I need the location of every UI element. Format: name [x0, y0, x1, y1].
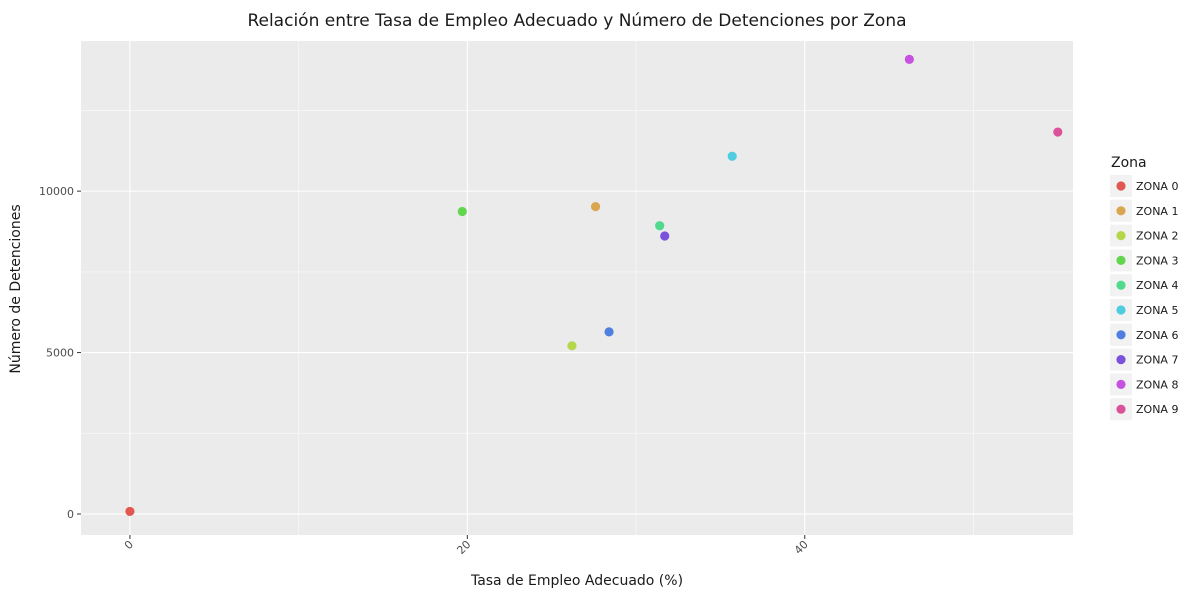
legend-key-point	[1116, 255, 1126, 265]
data-point-zona-9	[1053, 127, 1063, 137]
x-tick-label: 40	[792, 538, 811, 557]
legend-item: ZONA 3	[1110, 249, 1178, 272]
legend-title: Zona	[1111, 155, 1147, 171]
legend-label: ZONA 3	[1136, 254, 1178, 267]
data-point-zona-2	[567, 341, 577, 351]
x-tick-label: 0	[122, 538, 136, 552]
y-tick-label: 5000	[46, 347, 74, 360]
x-axis-label: Tasa de Empleo Adecuado (%)	[470, 573, 683, 589]
major-gridlines	[81, 41, 1073, 535]
legend-label: ZONA 0	[1136, 180, 1178, 193]
data-point-zona-5	[727, 151, 737, 161]
x-axis: 0 20 40	[122, 535, 811, 557]
legend-key-point	[1116, 404, 1126, 414]
legend-key-point	[1116, 330, 1126, 340]
legend-item: ZONA 9	[1110, 398, 1178, 421]
legend-label: ZONA 4	[1136, 279, 1178, 292]
y-tick-label: 10000	[39, 185, 74, 198]
legend-item: ZONA 1	[1110, 199, 1178, 222]
legend-item: ZONA 4	[1110, 274, 1178, 297]
data-point-zona-0	[125, 506, 135, 517]
legend-label: ZONA 9	[1136, 403, 1178, 416]
legend-item: ZONA 7	[1110, 348, 1178, 371]
chart-title: Relación entre Tasa de Empleo Adecuado y…	[247, 11, 906, 31]
legend-key-point	[1116, 231, 1126, 241]
legend-item: ZONA 8	[1110, 373, 1178, 396]
legend-item: ZONA 6	[1110, 323, 1178, 346]
data-point-zona-1	[590, 202, 601, 212]
data-point-zona-4	[655, 221, 665, 231]
legend-label: ZONA 2	[1136, 230, 1178, 243]
legend-label: ZONA 7	[1136, 354, 1178, 367]
y-axis: 0 5000 10000	[39, 185, 81, 521]
panel-background	[81, 41, 1073, 535]
legend-label: ZONA 5	[1136, 304, 1178, 317]
legend-key-point	[1116, 379, 1126, 389]
y-tick-label: 0	[67, 508, 74, 521]
legend-label: ZONA 6	[1136, 329, 1178, 342]
legend-key-point	[1116, 305, 1126, 315]
legend-item: ZONA 2	[1110, 224, 1178, 247]
data-points	[125, 54, 1063, 517]
legend: Zona ZONA 0 ZONA 1 ZONA 2 ZONA 3 ZONA 4 ZONA …	[1110, 155, 1178, 421]
legend-item: ZONA 5	[1110, 299, 1178, 321]
data-point-zona-3	[457, 206, 467, 217]
plot-panel	[81, 41, 1073, 535]
legend-key-point	[1116, 181, 1126, 191]
legend-key-point	[1116, 280, 1126, 290]
data-point-zona-8	[904, 54, 914, 65]
y-axis-label: Número de Detenciones	[8, 204, 24, 373]
data-point-zona-6	[604, 327, 614, 337]
legend-key-point	[1116, 355, 1126, 365]
data-point-zona-7	[660, 231, 670, 241]
legend-key-point	[1116, 206, 1126, 216]
legend-item: ZONA 0	[1110, 175, 1178, 197]
x-tick-label: 20	[454, 538, 473, 557]
legend-label: ZONA 8	[1136, 378, 1178, 391]
legend-label: ZONA 1	[1136, 205, 1178, 218]
minor-gridlines	[81, 41, 1073, 535]
